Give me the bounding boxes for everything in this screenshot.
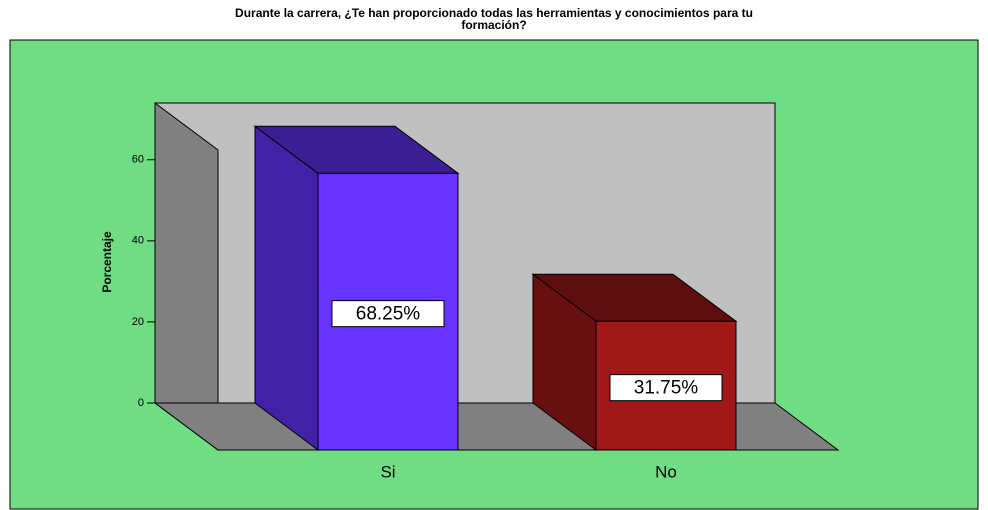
y-tick-label: 0 <box>138 397 144 409</box>
y-axis-label: Porcentaje <box>100 231 114 293</box>
value-label-box <box>609 374 723 402</box>
value-label-box <box>331 300 445 328</box>
bar <box>253 125 460 451</box>
y-tick-label: 40 <box>132 235 144 247</box>
value-label: 31.75% <box>634 378 699 399</box>
x-tick-label: Si <box>380 462 395 481</box>
y-tick-label: 60 <box>132 154 144 166</box>
bar-side <box>254 125 319 451</box>
bar <box>531 273 738 451</box>
chart-title: Durante la carrera, ¿Te han proporcionad… <box>235 6 753 32</box>
y-tick-label: 20 <box>132 316 144 328</box>
value-label: 68.25% <box>356 304 421 325</box>
x-tick-label: No <box>655 462 677 481</box>
left-wall <box>154 102 219 451</box>
